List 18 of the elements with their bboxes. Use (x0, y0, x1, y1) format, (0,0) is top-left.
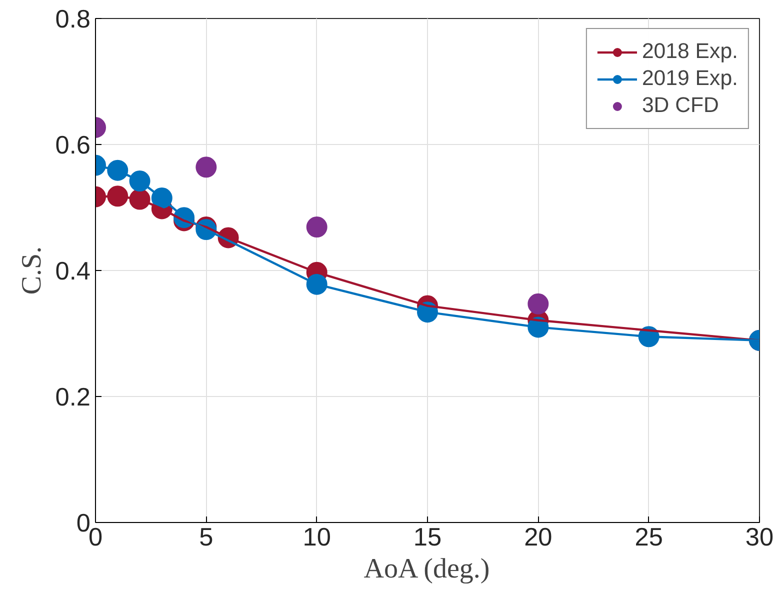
x-tick-label: 5 (199, 524, 214, 552)
x-tick-label: 25 (634, 524, 663, 552)
x-tick-label: 15 (413, 524, 442, 552)
y-tick-label: 0.2 (55, 384, 91, 412)
y-tick-label: 0.4 (55, 258, 91, 286)
y-tick-label: 0.8 (55, 6, 91, 34)
x-tick-label: 10 (302, 524, 331, 552)
point (196, 156, 217, 178)
x-tick-label: 30 (745, 524, 774, 552)
x-tick-label: 20 (524, 524, 552, 552)
legend-label: 3D CFD (642, 93, 719, 118)
legend-label: 2018 Exp. (642, 39, 738, 64)
point (528, 293, 549, 314)
point (306, 216, 328, 238)
y-axis-title: C.S. (16, 246, 48, 295)
legend-label: 2019 Exp. (642, 66, 738, 91)
x-axis-title: AoA (deg.) (364, 554, 490, 584)
y-tick-label: 0.6 (55, 132, 91, 160)
